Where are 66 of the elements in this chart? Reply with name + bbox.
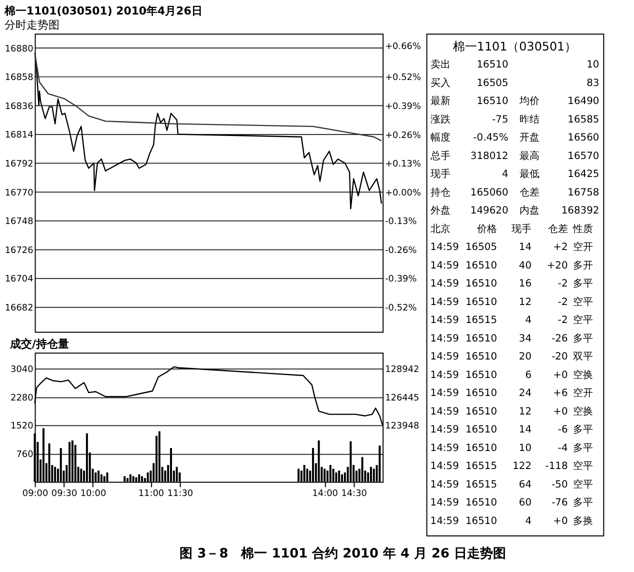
- text: 14:59 16510 4 +0 多换: [430, 516, 593, 527]
- y-tick-label: 3040: [10, 365, 34, 376]
- text: 棉一1101（030501）: [452, 39, 577, 54]
- y2-tick-label: 126445: [385, 393, 420, 404]
- y2-tick-label: +0.00%: [385, 188, 421, 198]
- y2-tick-label: -0.52%: [385, 303, 417, 314]
- y2-tick-label: +0.13%: [385, 160, 421, 170]
- text: 买入 16505 83: [430, 78, 600, 89]
- text: 外盘 149620 内盘 168392: [430, 206, 600, 217]
- y2-tick-label: 123948: [385, 422, 420, 432]
- x-tick-label: 11:00: [138, 489, 164, 500]
- text: 14:59 16510 6 +0 空换: [430, 370, 593, 381]
- x-tick-label: 11:30: [167, 489, 194, 500]
- y-tick-label: 16748: [4, 217, 34, 228]
- chart-title: 成交/持仓量: [9, 338, 70, 351]
- y-tick-label: 16704: [4, 274, 34, 285]
- text: 14:59 16515 4 -2 空平: [430, 315, 593, 326]
- text: 14:59 16510 12 +0 空换: [430, 406, 593, 418]
- x-tick-label: 09:30: [51, 489, 78, 500]
- x-tick-label: 10:00: [80, 489, 106, 500]
- y-tick-label: 2280: [10, 393, 34, 404]
- y2-tick-label: -0.13%: [385, 217, 417, 228]
- text: 14:59 16510 14 -6 多平: [430, 424, 593, 436]
- y-tick-label: 16792: [4, 160, 34, 170]
- y-tick-label: 16858: [4, 73, 34, 84]
- x-tick-label: 14:30: [341, 489, 368, 500]
- text: 14:59 16510 60 -76 多平: [430, 498, 593, 509]
- text: 14:59 16515 122 -118 空平: [430, 461, 593, 472]
- y-tick-label: 1520: [10, 422, 34, 432]
- text: 持仓 165060 仓差 16758: [430, 187, 600, 198]
- text: 14:59 16510 16 -2 多平: [430, 278, 593, 290]
- text: 14:59 16515 64 -50 空平: [430, 479, 593, 490]
- y2-tick-label: +0.66%: [385, 42, 421, 52]
- chart-title: 棉一1101(030501) 2010年4月26日: [3, 4, 202, 18]
- text: 14:59 16510 34 -26 多平: [430, 333, 593, 344]
- y2-tick-label: +0.39%: [385, 102, 421, 112]
- text: 14:59 16505 14 +2 空开: [430, 242, 593, 254]
- y-tick-label: 16836: [4, 102, 34, 112]
- text: 幅度 -0.45% 开盘 16560: [430, 132, 600, 144]
- y-tick-label: 16880: [4, 44, 34, 54]
- text: 14:59 16510 24 +6 空开: [430, 388, 593, 400]
- x-tick-label: 09:00: [22, 489, 48, 500]
- text: 现手 4 最低 16425: [430, 169, 600, 180]
- text: 14:59 16510 12 -2 空平: [430, 296, 593, 308]
- text: 卖出 16510 10: [430, 60, 600, 71]
- chart-subtitle: 分时走势图: [4, 18, 60, 32]
- text: 涨跌 -75 昨结 16585: [430, 114, 600, 126]
- y-tick-label: 760: [16, 450, 34, 460]
- y2-tick-label: -0.26%: [385, 246, 417, 256]
- y2-tick-label: +0.26%: [385, 130, 421, 141]
- y2-tick-label: 128942: [385, 365, 420, 376]
- caption: 图 3－8 棉一 1101 合约 2010 年 4 月 26 日走势图: [180, 545, 506, 562]
- text: 总手 318012 最高 16570: [430, 150, 600, 162]
- text: 14:59 16510 10 -4 多平: [430, 442, 593, 454]
- y-tick-label: 16726: [4, 246, 34, 256]
- line-series: [34, 52, 382, 142]
- text: 最新 16510 均价 16490: [430, 96, 600, 108]
- y-tick-label: 16770: [4, 188, 34, 198]
- text: 14:59 16510 40 +20 多开: [430, 260, 593, 272]
- y-tick-label: 16682: [4, 303, 34, 314]
- y-tick-label: 16814: [4, 130, 34, 141]
- text: 14:59 16510 20 -20 双平: [430, 352, 593, 363]
- y2-tick-label: -0.39%: [385, 274, 417, 285]
- y2-tick-label: +0.52%: [385, 73, 421, 84]
- x-tick-label: 14:00: [312, 489, 338, 500]
- text: 北京 价格 现手 仓差 性质: [430, 224, 593, 235]
